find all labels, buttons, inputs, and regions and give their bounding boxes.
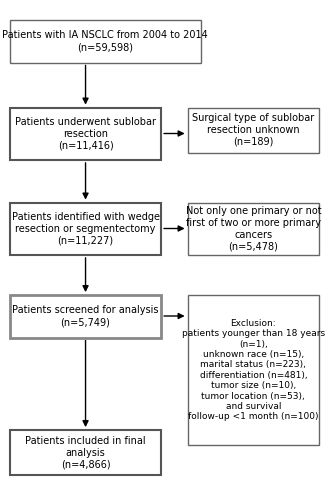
FancyBboxPatch shape xyxy=(188,108,319,152)
Text: Patients screened for analysis
(n=5,749): Patients screened for analysis (n=5,749) xyxy=(12,306,159,327)
FancyBboxPatch shape xyxy=(10,430,161,475)
FancyBboxPatch shape xyxy=(10,295,161,338)
Text: Patients with IA NSCLC from 2004 to 2014
(n=59,598): Patients with IA NSCLC from 2004 to 2014… xyxy=(2,30,208,52)
Text: Patients underwent sublobar
resection
(n=11,416): Patients underwent sublobar resection (n… xyxy=(15,117,156,150)
FancyBboxPatch shape xyxy=(188,202,319,255)
FancyBboxPatch shape xyxy=(10,202,161,255)
FancyBboxPatch shape xyxy=(10,108,161,160)
FancyBboxPatch shape xyxy=(10,20,201,62)
Text: Patients included in final
analysis
(n=4,866): Patients included in final analysis (n=4… xyxy=(25,436,146,469)
Text: Not only one primary or not
first of two or more primary
cancers
(n=5,478): Not only one primary or not first of two… xyxy=(186,206,321,251)
FancyBboxPatch shape xyxy=(188,295,319,445)
Text: Patients identified with wedge
resection or segmentectomy
(n=11,227): Patients identified with wedge resection… xyxy=(12,212,160,246)
Text: Exclusion:
patients younger than 18 years
(n=1),
unknown race (n=15),
marital st: Exclusion: patients younger than 18 year… xyxy=(182,318,325,422)
Text: Surgical type of sublobar
resection unknown
(n=189): Surgical type of sublobar resection unkn… xyxy=(192,114,315,146)
